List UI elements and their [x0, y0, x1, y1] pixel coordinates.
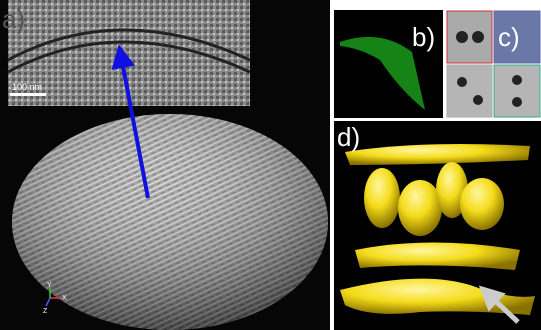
- panel-label: a): [2, 4, 25, 34]
- panel-label: d): [337, 122, 360, 152]
- scale-bar-label: 100 nm: [12, 82, 42, 92]
- panel-b: b): [334, 10, 443, 118]
- panel-a: 100 nm a) Y X Z: [0, 0, 330, 330]
- panel-d: d): [334, 121, 541, 330]
- axis-label: X: [62, 295, 67, 302]
- figure: 100 nm a) Y X Z b) c): [0, 0, 541, 330]
- axis-label: Z: [43, 308, 48, 315]
- axis-label: Y: [47, 282, 52, 289]
- panel-c: c): [446, 10, 541, 118]
- panel-label: c): [498, 22, 520, 52]
- panel-label: b): [412, 22, 435, 52]
